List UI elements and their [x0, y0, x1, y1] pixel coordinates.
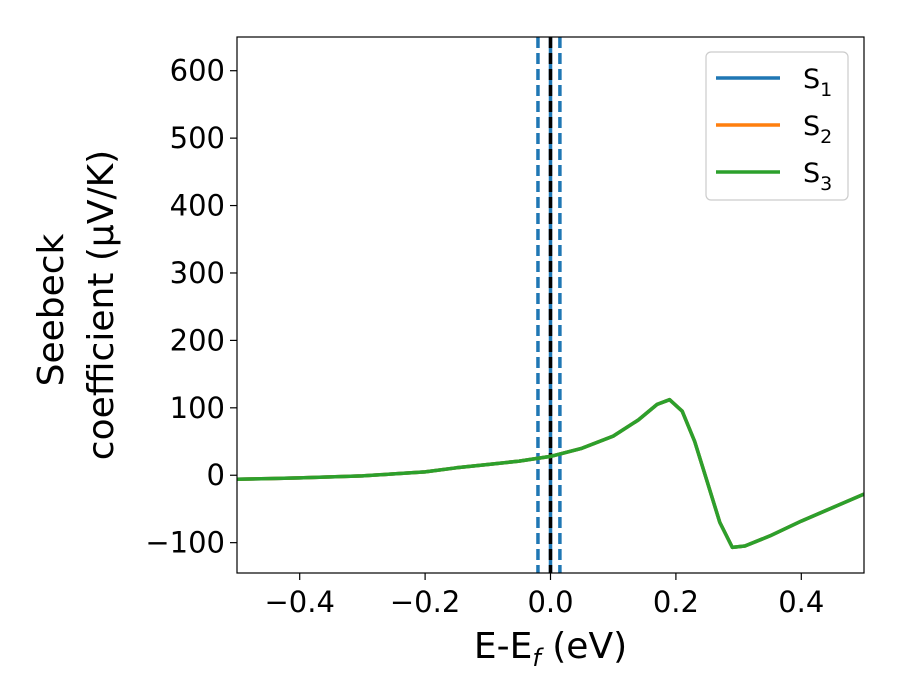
x-tick-label: −0.2 [390, 585, 460, 619]
x-tick-label: −0.4 [264, 585, 334, 619]
y-tick-label: 600 [170, 54, 225, 88]
x-tick-label: 0.0 [527, 585, 573, 619]
y-tick-label: 0 [207, 458, 225, 492]
y-tick-label: −100 [145, 526, 225, 560]
x-axis-label-main: E-E [474, 626, 532, 667]
x-tick-label: 0.2 [653, 585, 699, 619]
x-axis-label-tail: (eV) [541, 626, 627, 667]
y-tick-label: 400 [170, 189, 225, 223]
y-tick-label: 300 [170, 256, 225, 290]
x-tick-label: 0.4 [778, 585, 824, 619]
y-axis-label-line1: Seebeck [31, 233, 72, 386]
legend-label-s1: S1 [803, 64, 832, 101]
y-tick-label: 100 [170, 391, 225, 425]
y-tick-label: 200 [170, 323, 225, 357]
series-line-s3 [237, 397, 864, 550]
legend-label-s3: S3 [803, 158, 832, 195]
legend-label-s2: S2 [803, 111, 832, 148]
y-tick-label: 500 [170, 121, 225, 155]
y-axis-label-line2: coefficient (μV/K) [81, 150, 122, 460]
legend: S1 S2 S3 [705, 51, 849, 201]
y-axis-label: Seebeck coefficient (μV/K) [31, 150, 122, 460]
x-axis-label: E-Ef (eV) [474, 626, 627, 672]
